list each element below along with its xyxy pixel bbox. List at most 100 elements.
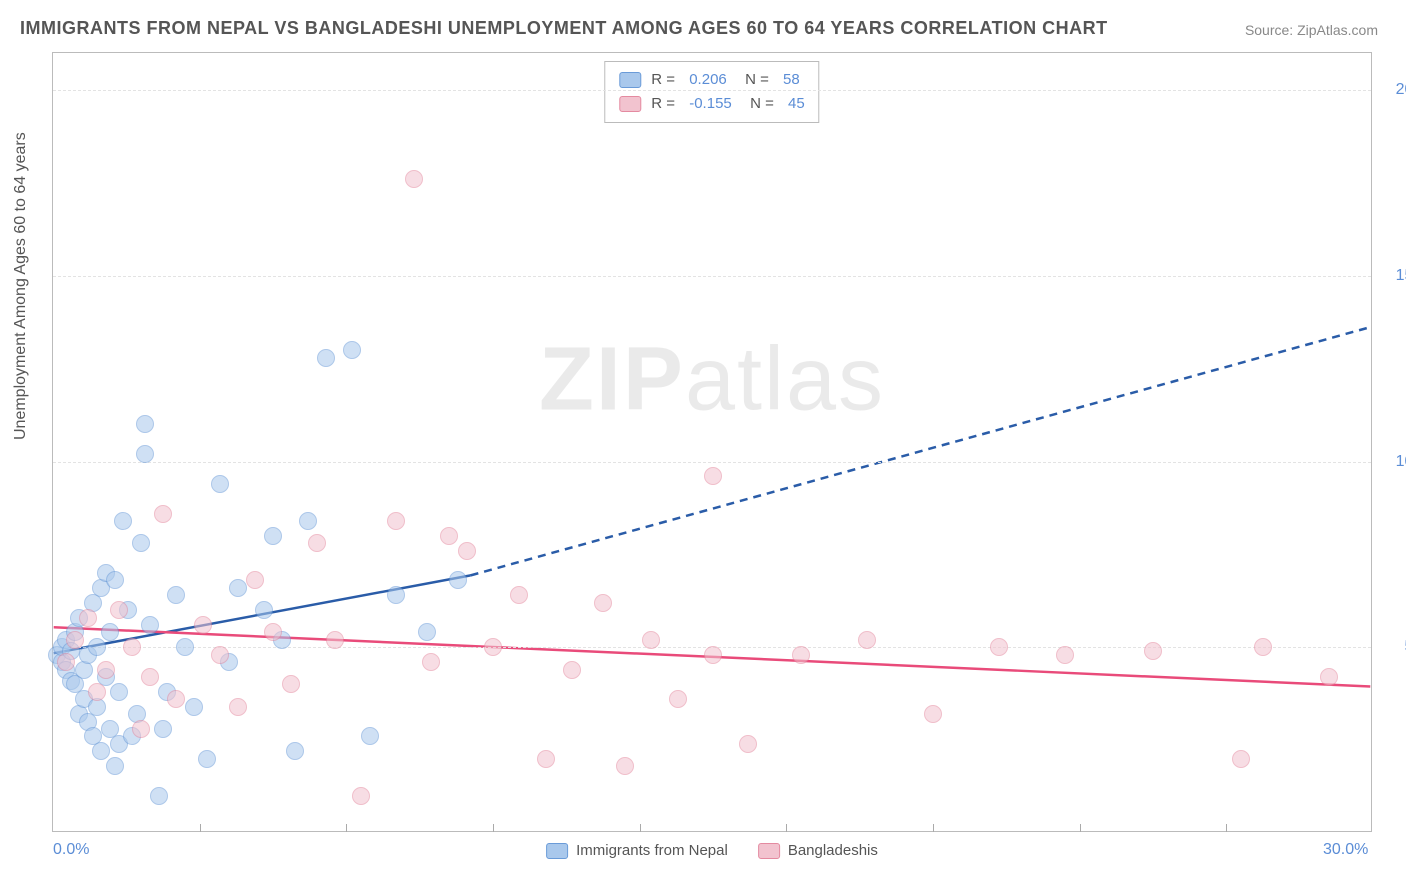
n-value: 58 — [783, 68, 800, 92]
x-tick — [1080, 824, 1081, 832]
data-point — [114, 512, 132, 530]
data-point — [110, 683, 128, 701]
data-point — [132, 720, 150, 738]
data-point — [229, 698, 247, 716]
data-point — [1320, 668, 1338, 686]
data-point — [990, 638, 1008, 656]
data-point — [739, 735, 757, 753]
data-point — [110, 601, 128, 619]
x-tick-label: 30.0% — [1323, 841, 1368, 859]
source-attribution: Source: ZipAtlas.com — [1245, 22, 1378, 38]
data-point — [352, 787, 370, 805]
data-point — [101, 623, 119, 641]
data-point — [858, 631, 876, 649]
grid-line — [53, 276, 1371, 277]
data-point — [154, 720, 172, 738]
data-point — [792, 646, 810, 664]
series-legend: Immigrants from Nepal Bangladeshis — [546, 842, 878, 859]
data-point — [194, 616, 212, 634]
data-point — [405, 170, 423, 188]
y-tick-label: 20.0% — [1396, 81, 1406, 99]
data-point — [616, 757, 634, 775]
x-tick — [933, 824, 934, 832]
data-point — [704, 467, 722, 485]
data-point — [211, 475, 229, 493]
data-point — [88, 638, 106, 656]
data-point — [136, 415, 154, 433]
data-point — [264, 623, 282, 641]
data-point — [1056, 646, 1074, 664]
data-point — [79, 609, 97, 627]
data-point — [154, 505, 172, 523]
data-point — [458, 542, 476, 560]
scatter-plot-area: ZIPatlas R = 0.206 N = 58 R = -0.155 N =… — [52, 52, 1372, 832]
data-point — [246, 571, 264, 589]
r-value: 0.206 — [689, 68, 727, 92]
data-point — [1144, 642, 1162, 660]
legend-swatch-icon — [619, 72, 641, 88]
data-point — [57, 653, 75, 671]
data-point — [229, 579, 247, 597]
data-point — [176, 638, 194, 656]
data-point — [594, 594, 612, 612]
data-point — [669, 690, 687, 708]
n-value: 45 — [788, 92, 805, 116]
data-point — [308, 534, 326, 552]
trend-lines — [53, 53, 1371, 831]
data-point — [132, 534, 150, 552]
grid-line — [53, 90, 1371, 91]
data-point — [299, 512, 317, 530]
data-point — [387, 586, 405, 604]
x-tick — [640, 824, 641, 832]
data-point — [141, 616, 159, 634]
data-point — [141, 668, 159, 686]
y-axis-label: Unemployment Among Ages 60 to 64 years — [12, 132, 30, 440]
data-point — [422, 653, 440, 671]
correlation-legend: R = 0.206 N = 58 R = -0.155 N = 45 — [604, 61, 819, 123]
data-point — [449, 571, 467, 589]
legend-row: R = 0.206 N = 58 — [619, 68, 804, 92]
data-point — [440, 527, 458, 545]
legend-label: Bangladeshis — [788, 842, 878, 859]
data-point — [185, 698, 203, 716]
data-point — [106, 571, 124, 589]
data-point — [1232, 750, 1250, 768]
data-point — [150, 787, 168, 805]
data-point — [211, 646, 229, 664]
data-point — [66, 631, 84, 649]
watermark-text: ZIPatlas — [539, 328, 885, 431]
data-point — [537, 750, 555, 768]
r-value: -0.155 — [689, 92, 732, 116]
y-tick-label: 15.0% — [1396, 267, 1406, 285]
data-point — [418, 623, 436, 641]
x-tick-label: 0.0% — [53, 841, 89, 859]
data-point — [286, 742, 304, 760]
legend-item: Bangladeshis — [758, 842, 878, 859]
data-point — [97, 661, 115, 679]
data-point — [255, 601, 273, 619]
data-point — [343, 341, 361, 359]
data-point — [88, 683, 106, 701]
data-point — [198, 750, 216, 768]
legend-swatch-icon — [758, 843, 780, 859]
data-point — [387, 512, 405, 530]
data-point — [92, 742, 110, 760]
data-point — [317, 349, 335, 367]
grid-line — [53, 462, 1371, 463]
chart-title: IMMIGRANTS FROM NEPAL VS BANGLADESHI UNE… — [20, 18, 1108, 39]
legend-label: Immigrants from Nepal — [576, 842, 728, 859]
x-tick — [200, 824, 201, 832]
data-point — [326, 631, 344, 649]
legend-row: R = -0.155 N = 45 — [619, 92, 804, 116]
legend-swatch-icon — [546, 843, 568, 859]
legend-swatch-icon — [619, 96, 641, 112]
data-point — [1254, 638, 1272, 656]
data-point — [924, 705, 942, 723]
data-point — [642, 631, 660, 649]
data-point — [167, 690, 185, 708]
x-tick — [346, 824, 347, 832]
data-point — [136, 445, 154, 463]
data-point — [361, 727, 379, 745]
y-tick-label: 10.0% — [1396, 453, 1406, 471]
data-point — [282, 675, 300, 693]
